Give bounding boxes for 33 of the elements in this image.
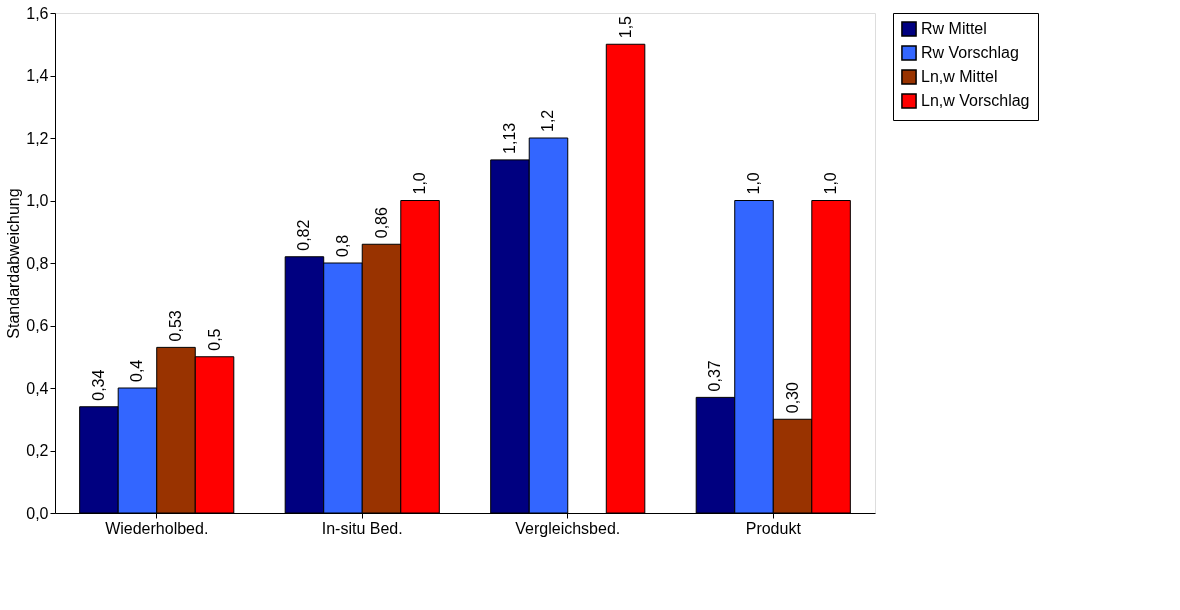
x-tick-label: Wiederholbed.: [105, 519, 209, 537]
legend-label: Ln,w Mittel: [921, 68, 998, 85]
data-label: 1,0: [822, 172, 840, 195]
data-label: 1,13: [500, 122, 518, 154]
y-tick-label: 0,2: [26, 442, 49, 459]
data-label: 1,0: [745, 172, 762, 195]
y-tick-label: 1,6: [26, 4, 49, 22]
data-label: 0,86: [372, 207, 390, 239]
y-tick-label: 0,6: [26, 317, 49, 334]
legend-label: Ln,w Vorschlag: [921, 92, 1030, 109]
y-tick-label: 0,0: [26, 504, 49, 522]
data-label: 0,30: [783, 382, 801, 414]
data-label: 0,8: [333, 234, 351, 257]
data-label: 0,34: [89, 369, 107, 401]
y-tick-label: 1,0: [26, 192, 49, 209]
y-tick-label: 0,4: [26, 379, 49, 397]
y-axis-title: Standardabweichung: [5, 188, 23, 339]
legend-label: Rw Vorschlag: [921, 44, 1019, 61]
data-label: 1,5: [616, 15, 634, 39]
data-label: 0,37: [706, 360, 724, 392]
data-label: 0,53: [167, 310, 184, 342]
data-label: 0,4: [128, 359, 146, 382]
data-label: 1,2: [539, 109, 557, 132]
legend-label: Rw Mittel: [921, 20, 987, 37]
x-tick-label: Vergleichsbed.: [515, 519, 621, 537]
x-tick-label: In-situ Bed.: [321, 519, 403, 537]
data-label: 1,0: [411, 172, 429, 195]
y-tick-label: 0,8: [26, 254, 49, 272]
y-tick-label: 1,2: [26, 129, 49, 147]
data-label: 0,82: [295, 219, 313, 251]
data-label: 0,5: [205, 328, 223, 351]
x-tick-label: Produkt: [745, 519, 802, 537]
y-tick-label: 1,4: [26, 67, 49, 84]
